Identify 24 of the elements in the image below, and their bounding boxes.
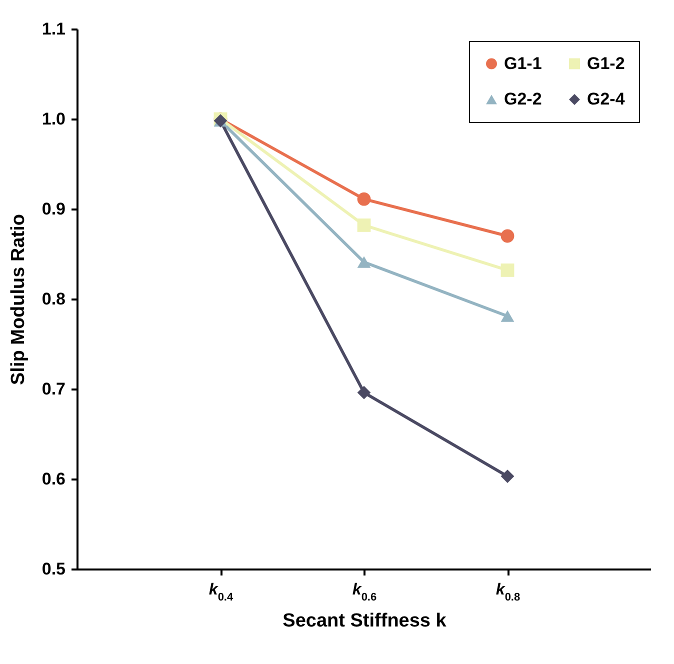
point: [500, 229, 514, 243]
y-tick-label: 0.6: [42, 470, 66, 488]
y-axis-title: Slip Modulus Ratio: [8, 214, 29, 385]
point: [357, 256, 371, 268]
x-axis-title: Secant Stiffness k: [282, 610, 447, 632]
legend-label: G1-1: [504, 54, 542, 73]
legend-label: G2-2: [504, 90, 542, 108]
x-tick-label: k$_{0.4}$: [208, 582, 234, 604]
y-tick-label: 0.5: [42, 560, 66, 578]
point: [500, 470, 514, 484]
y-tick-label: 0.7: [42, 380, 66, 398]
y-tick-label: 1.0: [42, 110, 66, 128]
point: [500, 263, 514, 277]
legend-label: G2-4: [587, 90, 626, 108]
point: [357, 192, 371, 206]
legend-label: G1-2: [587, 54, 625, 73]
point: [500, 310, 514, 322]
y-tick-label: 0.8: [42, 290, 66, 308]
x-tick-label: k$_{0.8}$: [496, 582, 520, 604]
point: [357, 386, 371, 400]
x-tick-label: k$_{0.6}$: [352, 582, 377, 604]
y-tick-label: 0.9: [42, 200, 66, 218]
y-tick-label: 1.1: [42, 20, 66, 38]
point: [357, 218, 371, 232]
